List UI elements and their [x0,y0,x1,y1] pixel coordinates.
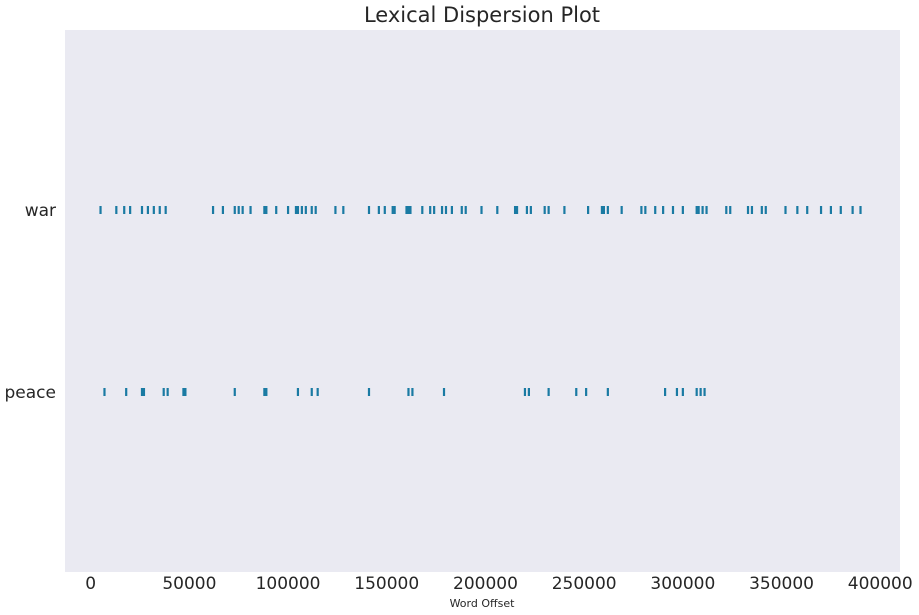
x-tick-label: 100000 [256,574,321,594]
y-tick-label-peace: peace [5,383,56,403]
y-tick-label-war: war [25,201,56,221]
dispersion-marks [99,206,862,396]
x-tick-label: 150000 [354,574,419,594]
x-tick-label: 300000 [650,574,715,594]
x-tick-label: 250000 [552,574,617,594]
x-tick-label: 200000 [453,574,518,594]
x-axis-label: Word Offset [450,597,516,610]
x-tick-labels: 0 50000 100000 150000 200000 250000 300000 3500… [85,574,912,594]
x-tick-label: 50000 [162,574,216,594]
x-tick-label: 0 [85,574,96,594]
plot-area [65,30,900,572]
chart-title: Lexical Dispersion Plot [364,3,600,27]
x-tick-label: 350000 [749,574,814,594]
x-tick-label: 400000 [848,574,913,594]
y-tick-labels: war peace [5,201,56,403]
